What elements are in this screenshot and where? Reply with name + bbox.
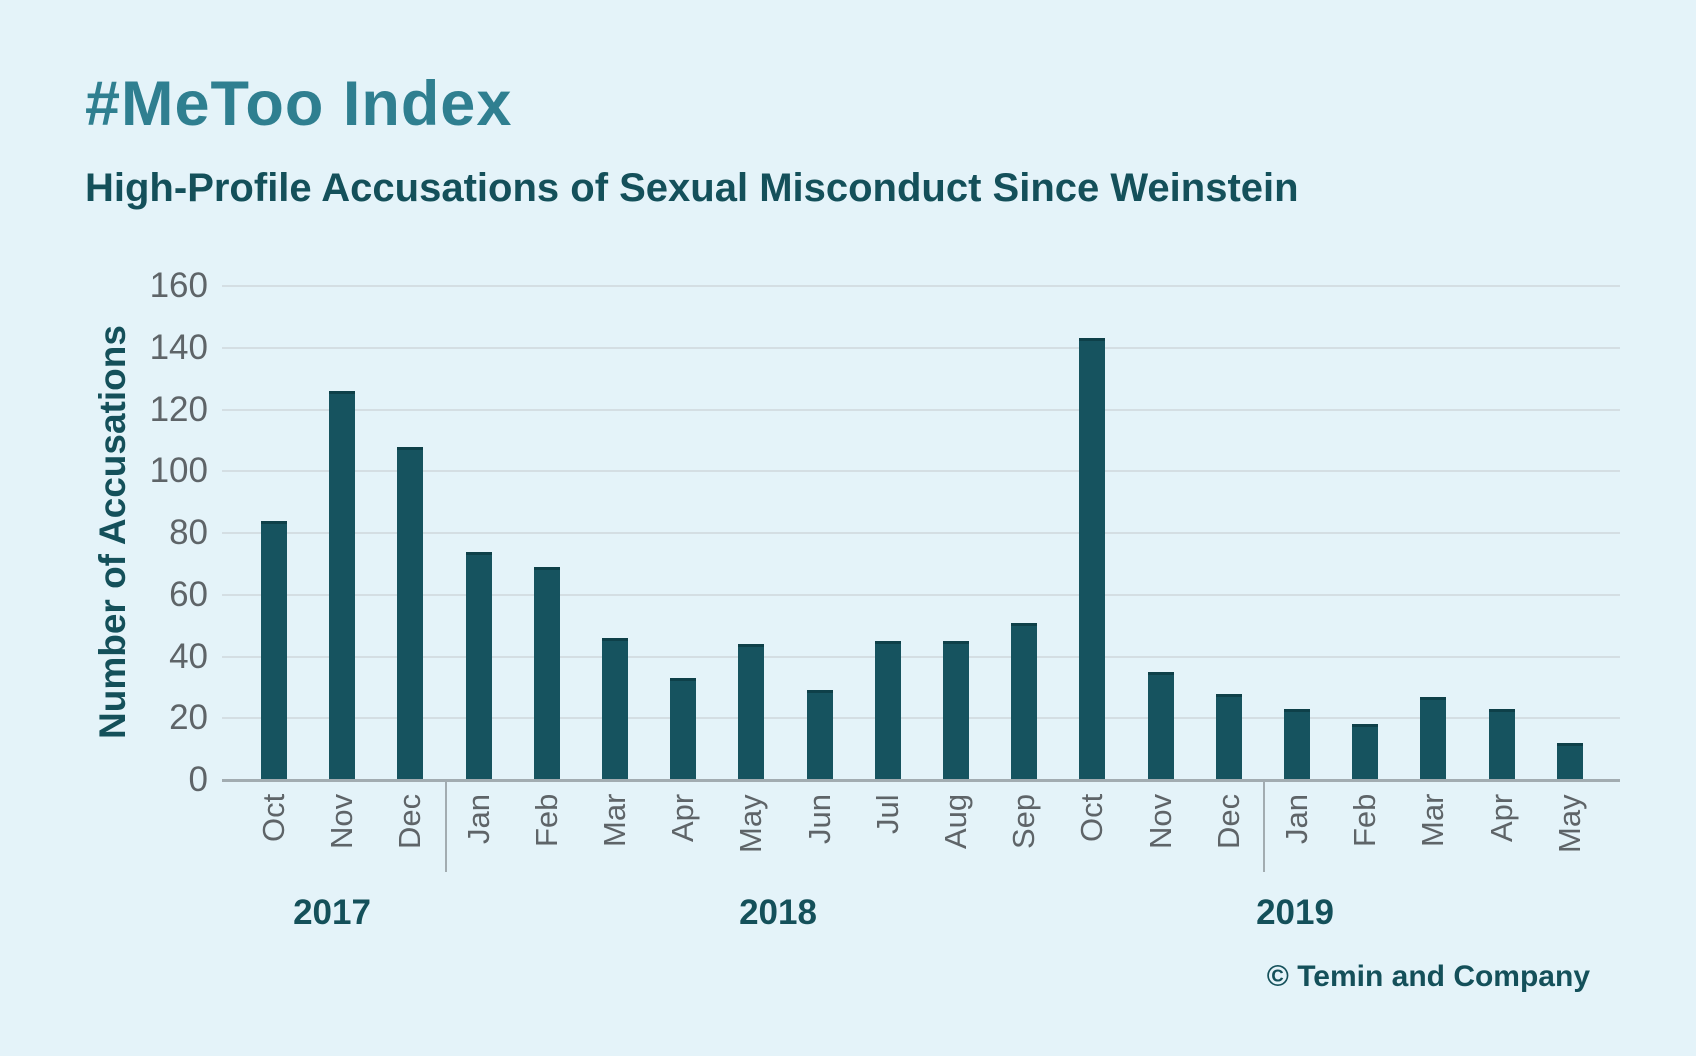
y-tick-label-80: 80 — [169, 513, 208, 552]
month-label-apr-2019: Apr — [1483, 794, 1519, 843]
month-label-aug-2018: Aug — [938, 794, 973, 850]
month-label-dec-2018: Dec — [1210, 794, 1246, 850]
y-tick-label-140: 140 — [149, 327, 208, 367]
bar-feb-2018 — [534, 567, 560, 780]
bar-dec-2018 — [1216, 694, 1242, 780]
bar-apr-2019 — [1489, 709, 1515, 780]
bar-jul-2018 — [875, 641, 901, 780]
y-tick-label-40: 40 — [169, 636, 208, 676]
month-label-feb-2019: Feb — [1347, 794, 1383, 848]
chart-title: #MeToo Index — [85, 69, 513, 139]
y-tick-label-20: 20 — [169, 698, 208, 738]
y-tick-label-100: 100 — [149, 451, 208, 491]
bar-dec-2017 — [397, 447, 423, 780]
year-label-2019: 2019 — [1256, 893, 1334, 932]
month-label-oct-2017: Oct — [256, 794, 291, 843]
year-label-2018: 2018 — [739, 893, 817, 932]
plot-area — [222, 285, 1620, 782]
month-label-nov-2018: Nov — [1142, 794, 1178, 850]
bar-may-2018 — [738, 644, 764, 780]
month-label-jun-2018: Jun — [801, 794, 837, 844]
month-label-nov-2017: Nov — [324, 794, 360, 850]
gridline-140 — [222, 346, 1620, 349]
gridline-60 — [222, 593, 1620, 596]
bar-jan-2019 — [1284, 709, 1310, 780]
chart-subtitle: High-Profile Accusations of Sexual Misco… — [85, 166, 1299, 210]
gridline-40 — [222, 655, 1620, 658]
month-label-may-2018: May — [733, 794, 769, 853]
bar-feb-2019 — [1352, 724, 1378, 780]
x-axis-line — [222, 779, 1620, 782]
month-label-dec-2017: Dec — [392, 794, 428, 850]
bar-mar-2019 — [1420, 697, 1446, 780]
bar-nov-2017 — [329, 391, 355, 780]
month-label-oct-2018: Oct — [1074, 794, 1110, 843]
gridline-20 — [222, 717, 1620, 720]
year-separator-after-2017 — [445, 780, 447, 872]
y-tick-label-120: 120 — [149, 389, 208, 429]
bar-apr-2018 — [670, 678, 696, 780]
bar-oct-2017 — [261, 521, 287, 780]
attribution-text: © Temin and Company — [1266, 960, 1590, 993]
y-tick-label-0: 0 — [188, 760, 208, 799]
month-label-jan-2019: Jan — [1279, 794, 1314, 844]
gridline-160 — [222, 285, 1620, 287]
year-label-2017: 2017 — [293, 893, 371, 932]
month-label-mar-2018: Mar — [597, 794, 632, 848]
gridline-80 — [222, 532, 1620, 534]
bar-mar-2018 — [602, 638, 628, 780]
month-label-jan-2018: Jan — [460, 794, 496, 844]
bar-jun-2018 — [807, 690, 833, 780]
gridline-120 — [222, 408, 1620, 411]
bar-may-2019 — [1557, 743, 1583, 780]
bar-jan-2018 — [466, 552, 492, 780]
bar-nov-2018 — [1148, 672, 1174, 780]
month-label-feb-2018: Feb — [528, 794, 564, 848]
bar-oct-2018 — [1079, 338, 1105, 780]
month-label-apr-2018: Apr — [665, 794, 701, 843]
gridline-100 — [222, 470, 1620, 473]
month-label-mar-2019: Mar — [1415, 794, 1451, 848]
bar-sep-2018 — [1011, 623, 1037, 780]
y-tick-label-160: 160 — [149, 266, 208, 305]
month-label-sep-2018: Sep — [1006, 794, 1042, 850]
month-label-jul-2018: Jul — [869, 794, 905, 834]
year-separator-after-2018 — [1263, 780, 1265, 872]
month-label-may-2019: May — [1551, 794, 1587, 853]
y-tick-label-60: 60 — [169, 574, 208, 614]
bar-aug-2018 — [943, 641, 969, 780]
